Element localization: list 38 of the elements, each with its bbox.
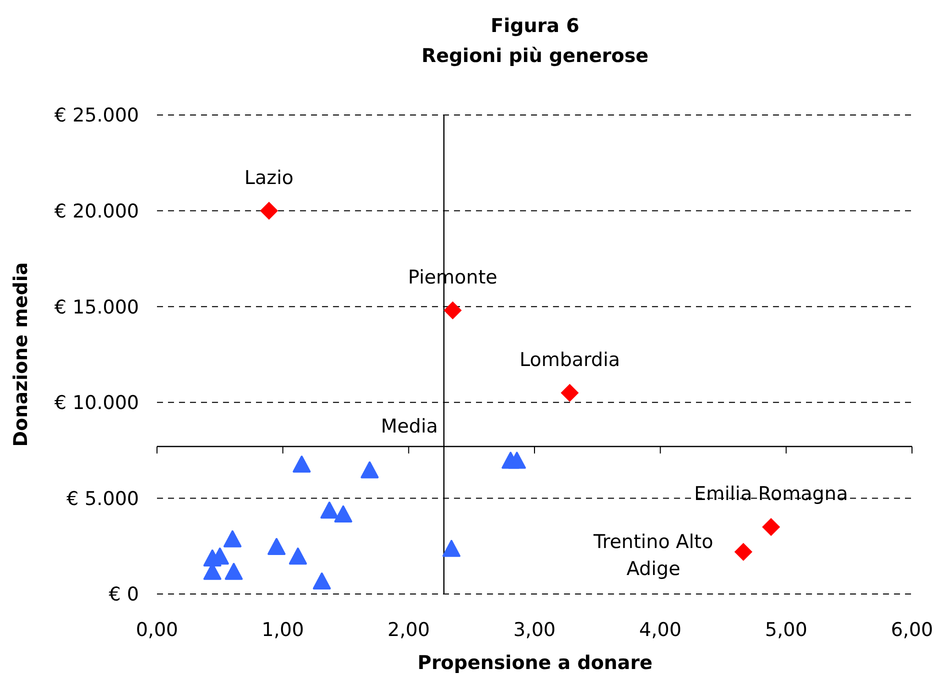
point (312, 572, 331, 590)
ref-line-label: Media (380, 415, 438, 438)
x-tick-label: 6,00 (890, 619, 934, 641)
y-tick-label: € 5.000 (66, 488, 139, 510)
y-tick-label: € 20.000 (54, 200, 139, 222)
point (762, 518, 780, 536)
point (260, 202, 278, 220)
annotation: Lombardia (519, 348, 620, 371)
point (360, 461, 379, 478)
point (734, 542, 752, 561)
x-tick-label: 3,00 (513, 619, 556, 641)
chart-subtitle: Regioni più generose (421, 45, 649, 67)
point (320, 502, 338, 519)
point (292, 456, 311, 473)
point (560, 384, 579, 402)
point (224, 562, 243, 580)
chart-title: Figura 6 (490, 15, 580, 37)
y-tick-label: € 25.000 (54, 104, 139, 127)
annotation: Trentino Alto Adige (592, 530, 714, 580)
annotation: Emilia Romagna (694, 482, 848, 505)
x-tick-label: 2,00 (388, 619, 430, 641)
x-tick-label: 5,00 (765, 619, 808, 641)
x-axis-title: Propensione a donare (418, 652, 652, 674)
y-tick-label: € 0 (108, 584, 139, 606)
y-axis-title: Donazione media (10, 262, 32, 447)
point (288, 548, 307, 565)
y-tick-label: € 15.000 (54, 296, 139, 318)
point (508, 452, 526, 469)
annotation: Lazio (244, 166, 294, 189)
point (268, 538, 286, 556)
point (444, 301, 462, 320)
point (224, 530, 242, 548)
point (442, 540, 460, 557)
x-tick-label: 0,00 (136, 619, 178, 641)
x-tick-label: 4,00 (639, 619, 682, 641)
point (334, 505, 352, 522)
x-tick-label: 1,00 (262, 619, 304, 641)
y-tick-label: € 10.000 (54, 392, 139, 414)
